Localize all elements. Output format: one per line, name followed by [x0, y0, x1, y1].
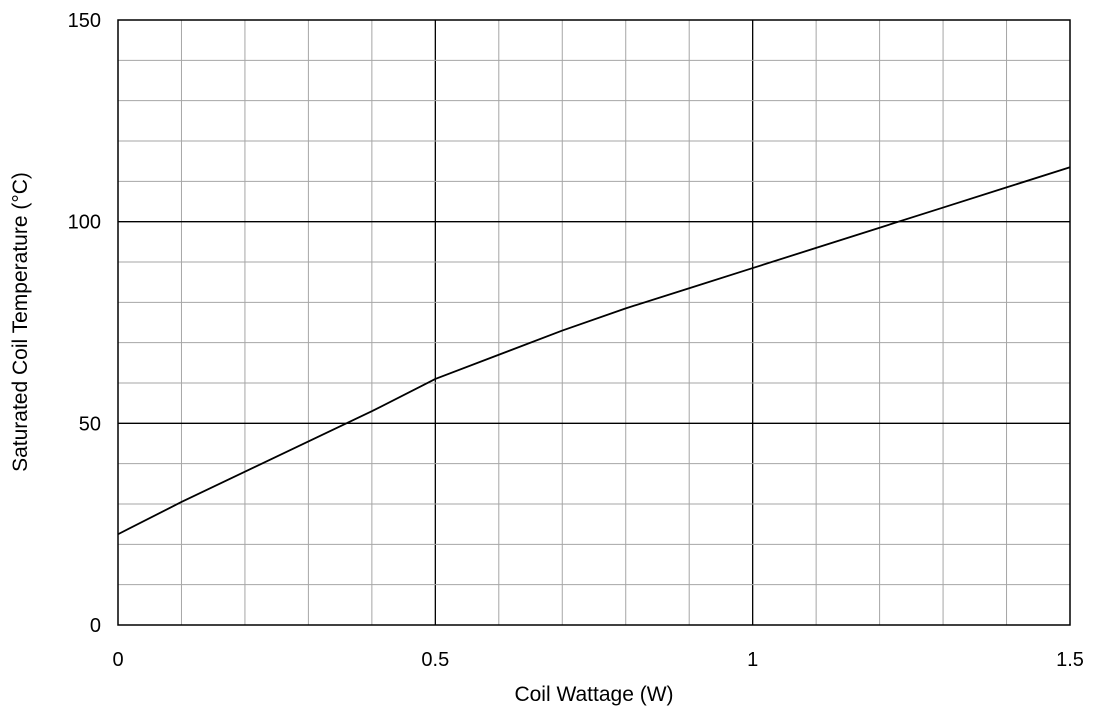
x-axis-tick-labels: 0 0.5 1 1.5 — [112, 649, 1083, 671]
x-tick-label: 0.5 — [421, 649, 449, 671]
y-tick-label: 150 — [68, 10, 101, 32]
x-tick-label: 1.5 — [1056, 649, 1084, 671]
series-layer — [117, 166, 1071, 536]
y-axis-label: Saturated Coil Temperature (°C) — [9, 172, 32, 472]
x-tick-label: 1 — [747, 649, 758, 671]
series-line-1 — [117, 166, 1071, 536]
plot-area-frame — [117, 19, 1071, 626]
y-tick-label: 0 — [90, 615, 101, 637]
x-axis-label: Coil Wattage (W) — [514, 683, 673, 706]
y-tick-label: 50 — [79, 413, 101, 435]
grid — [118, 20, 1070, 625]
y-axis-tick-labels: 0 50 100 150 — [68, 10, 101, 637]
y-tick-label: 100 — [68, 212, 101, 234]
x-tick-label: 0 — [112, 649, 123, 671]
